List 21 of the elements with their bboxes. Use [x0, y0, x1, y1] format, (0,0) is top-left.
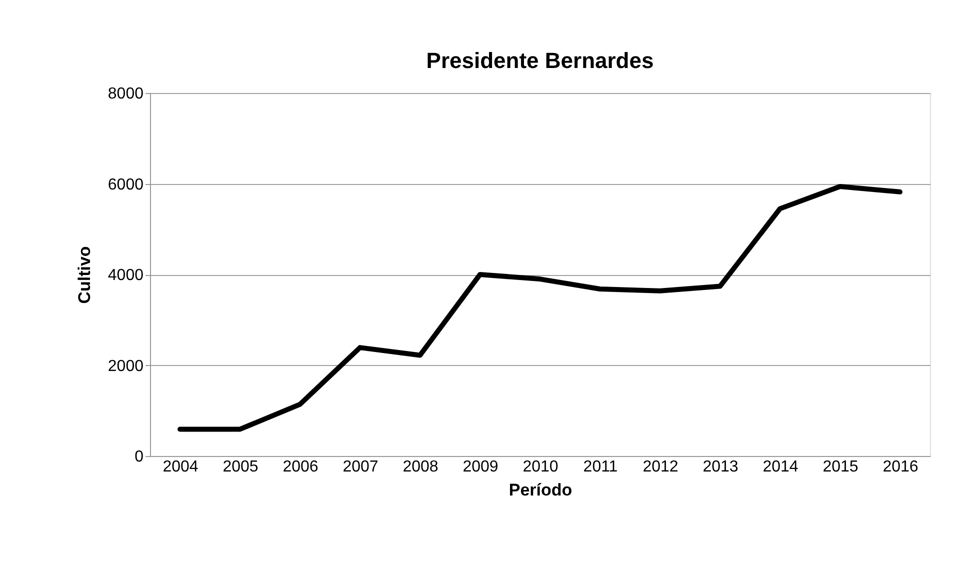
x-tick-label: 2011 [583, 458, 618, 476]
y-tick-label: 2000 [108, 358, 144, 375]
x-tick-label: 2015 [822, 458, 858, 476]
x-tick-label: 2009 [462, 458, 498, 476]
x-tick-label: 2004 [162, 458, 198, 476]
y-axis-title: Cultivo [74, 246, 94, 304]
x-tick-label: 2010 [522, 458, 558, 476]
x-tick-label: 2007 [342, 458, 378, 476]
x-tick-label: 2014 [762, 458, 798, 476]
x-tick-label: 2012 [642, 458, 678, 476]
x-axis-title: Período [508, 480, 572, 500]
y-tick-label: 4000 [108, 267, 144, 284]
y-tick-label: 8000 [108, 86, 144, 102]
x-tick-label: 2005 [222, 458, 258, 476]
y-tick-label: 6000 [108, 176, 144, 194]
y-tick-label: 0 [134, 448, 144, 466]
x-tick-label: 2016 [882, 458, 918, 476]
x-tick-label: 2006 [282, 458, 318, 476]
chart-title: Presidente Bernardes [426, 48, 654, 73]
x-tick-label: 2008 [402, 458, 438, 476]
x-tick-label: 2013 [702, 458, 738, 476]
